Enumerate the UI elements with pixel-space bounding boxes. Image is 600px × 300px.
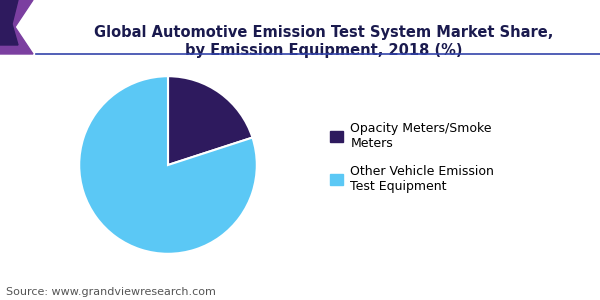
Wedge shape <box>168 76 253 165</box>
Legend: Opacity Meters/Smoke
Meters, Other Vehicle Emission
Test Equipment: Opacity Meters/Smoke Meters, Other Vehic… <box>330 122 494 193</box>
Polygon shape <box>0 0 33 54</box>
Text: Global Automotive Emission Test System Market Share,
by Emission Equipment, 2018: Global Automotive Emission Test System M… <box>94 26 554 58</box>
Polygon shape <box>0 0 18 45</box>
Text: Source: www.grandviewresearch.com: Source: www.grandviewresearch.com <box>6 287 216 297</box>
Wedge shape <box>79 76 257 254</box>
